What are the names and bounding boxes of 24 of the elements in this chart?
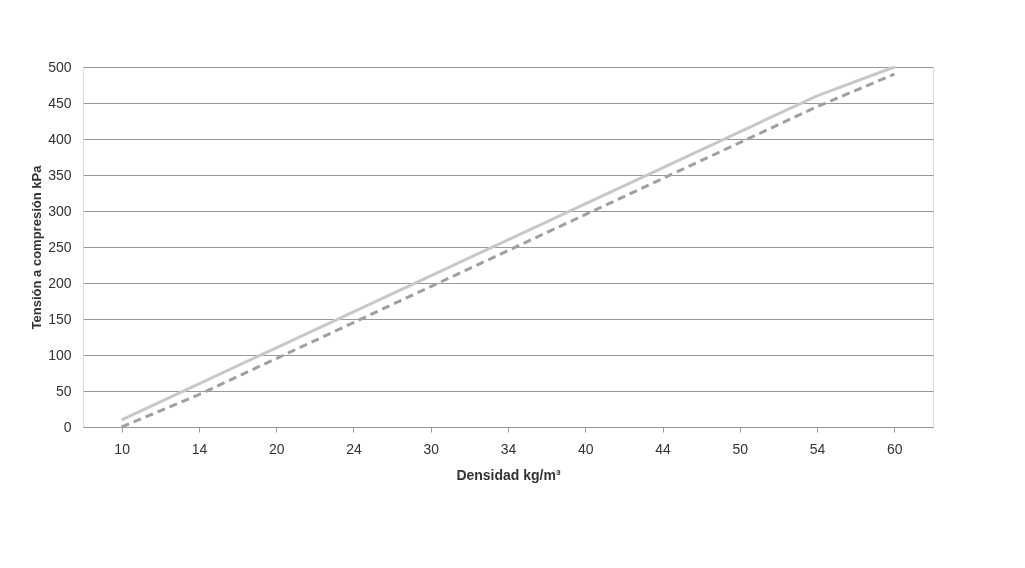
- x-tick-label: 30: [423, 440, 440, 457]
- y-tick-label: 500: [48, 58, 72, 75]
- y-tick-label: 350: [48, 166, 72, 183]
- x-tick-label: 34: [500, 440, 517, 457]
- y-axis-title: Tensión a compresión kPa: [29, 164, 45, 330]
- y-tick-label: 450: [48, 94, 72, 111]
- x-tick-label: 20: [268, 440, 285, 457]
- y-tick-label: 150: [48, 310, 72, 327]
- y-tick-label: 200: [48, 274, 72, 291]
- y-tick-label: 300: [48, 202, 72, 219]
- x-tick-label: 54: [809, 440, 826, 457]
- y-tick-label: 400: [48, 130, 72, 147]
- x-tick-label: 24: [346, 440, 362, 457]
- x-tick-label: 60: [887, 440, 903, 457]
- y-tick-label: 100: [48, 346, 72, 363]
- x-tick-label: 50: [732, 440, 749, 457]
- x-axis-title: Densidad kg/m³: [456, 466, 561, 483]
- x-tick-label: 10: [114, 440, 131, 457]
- y-tick-label: 0: [63, 418, 72, 435]
- x-tick-label: 14: [191, 440, 208, 457]
- y-tick-label: 250: [48, 238, 72, 255]
- y-tick-label: 50: [55, 382, 72, 399]
- x-tick-label: 44: [655, 440, 672, 457]
- x-tick-label: 40: [577, 440, 594, 457]
